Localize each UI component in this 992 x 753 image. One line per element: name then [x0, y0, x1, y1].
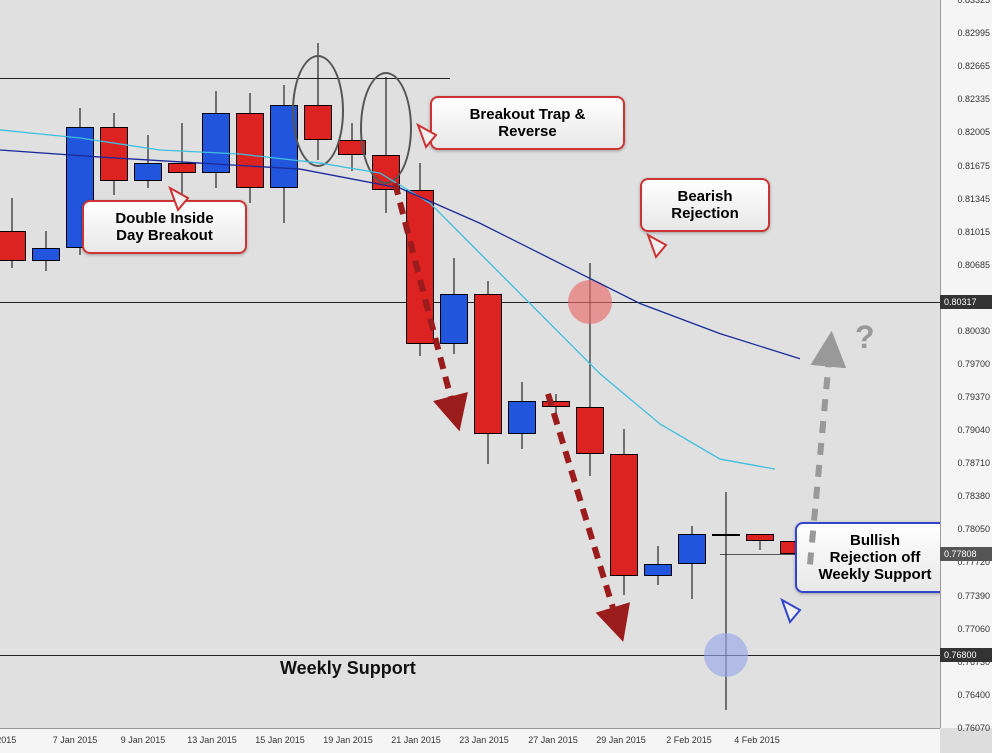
signal-dot	[704, 633, 748, 677]
x-axis-label: 4 Feb 2015	[734, 735, 780, 745]
callout-breakout-trap: Breakout Trap &Reverse	[430, 96, 625, 150]
bull-candle	[202, 113, 230, 173]
x-axis-label: 23 Jan 2015	[459, 735, 509, 745]
bull-candle	[32, 248, 60, 261]
x-axis-label: 9 Jan 2015	[121, 735, 166, 745]
time-axis: an 2015 7 Jan 2015 9 Jan 2015 13 Jan 2015 15…	[0, 728, 940, 753]
callout-text: Reverse	[444, 123, 611, 140]
callout-double-inside: Double InsideDay Breakout	[82, 200, 247, 254]
bear-candle	[474, 294, 502, 434]
callout-text: Double Inside	[96, 210, 233, 227]
price-axis: 0.83325 0.82995 0.82665 0.82335 0.82005 0.816…	[940, 0, 992, 728]
y-axis-label: 0.82005	[957, 127, 990, 137]
y-axis-label: 0.82335	[957, 94, 990, 104]
callout-text: Rejection off	[809, 549, 941, 566]
bull-candle	[712, 534, 740, 536]
callout-text: Weekly Support	[809, 566, 941, 583]
bear-candle	[746, 534, 774, 541]
chart-plot-area: ? Double InsideDay Breakout Breakout Trap …	[0, 0, 940, 728]
chart-container: ? Double InsideDay Breakout Breakout Trap …	[0, 0, 992, 753]
callout-text: Bullish	[809, 532, 941, 549]
callout-bearish-rejection: BearishRejection	[640, 178, 770, 232]
y-axis-label: 0.83325	[957, 0, 990, 5]
pattern-ellipse	[360, 72, 412, 184]
y-axis-label: 0.79370	[957, 392, 990, 402]
y-axis-label: 0.78050	[957, 524, 990, 534]
x-axis-label: 2 Feb 2015	[666, 735, 712, 745]
x-axis-label: an 2015	[0, 735, 16, 745]
callout-bullish-rejection: BullishRejection offWeekly Support	[795, 522, 955, 593]
signal-dot	[568, 280, 612, 324]
y-axis-label: 0.81345	[957, 194, 990, 204]
bear-candle	[100, 127, 128, 181]
question-mark: ?	[855, 319, 875, 356]
x-axis-label: 29 Jan 2015	[596, 735, 646, 745]
pattern-ellipse	[292, 55, 344, 167]
y-axis-label: 0.81675	[957, 161, 990, 171]
price-tag: 0.80317	[940, 295, 992, 309]
bull-candle	[440, 294, 468, 344]
callout-text: Breakout Trap &	[444, 106, 611, 123]
bull-candle	[508, 401, 536, 434]
bull-candle	[134, 163, 162, 181]
y-axis-label: 0.76400	[957, 690, 990, 700]
price-tag: 0.77808	[940, 547, 992, 561]
callout-text: Rejection	[654, 205, 756, 222]
candle-wick	[726, 492, 727, 710]
y-axis-label: 0.80030	[957, 326, 990, 336]
bear-candle	[168, 163, 196, 173]
y-axis-label: 0.79700	[957, 359, 990, 369]
bull-candle	[644, 564, 672, 576]
y-axis-label: 0.77060	[957, 624, 990, 634]
horizontal-level-line	[0, 302, 940, 303]
horizontal-level-line	[0, 655, 940, 656]
weekly-support-label: Weekly Support	[280, 658, 416, 679]
price-tag: 0.76800	[940, 648, 992, 662]
y-axis-label: 0.79040	[957, 425, 990, 435]
y-axis-label: 0.78710	[957, 458, 990, 468]
bear-candle	[236, 113, 264, 188]
bear-candle	[610, 454, 638, 576]
y-axis-label: 0.82665	[957, 61, 990, 71]
bear-candle	[0, 231, 26, 261]
x-axis-label: 27 Jan 2015	[528, 735, 578, 745]
x-axis-label: 13 Jan 2015	[187, 735, 237, 745]
x-axis-label: 15 Jan 2015	[255, 735, 305, 745]
y-axis-label: 0.76070	[957, 723, 990, 733]
bull-candle	[678, 534, 706, 564]
callout-text: Bearish	[654, 188, 756, 205]
x-axis-label: 7 Jan 2015	[53, 735, 98, 745]
y-axis-label: 0.77390	[957, 591, 990, 601]
y-axis-label: 0.81015	[957, 227, 990, 237]
y-axis-label: 0.78380	[957, 491, 990, 501]
x-axis-label: 19 Jan 2015	[323, 735, 373, 745]
y-axis-label: 0.82995	[957, 28, 990, 38]
callout-text: Day Breakout	[96, 227, 233, 244]
y-axis-label: 0.80685	[957, 260, 990, 270]
bear-candle	[542, 401, 570, 407]
bear-candle	[576, 407, 604, 454]
bear-candle	[406, 190, 434, 344]
x-axis-label: 21 Jan 2015	[391, 735, 441, 745]
